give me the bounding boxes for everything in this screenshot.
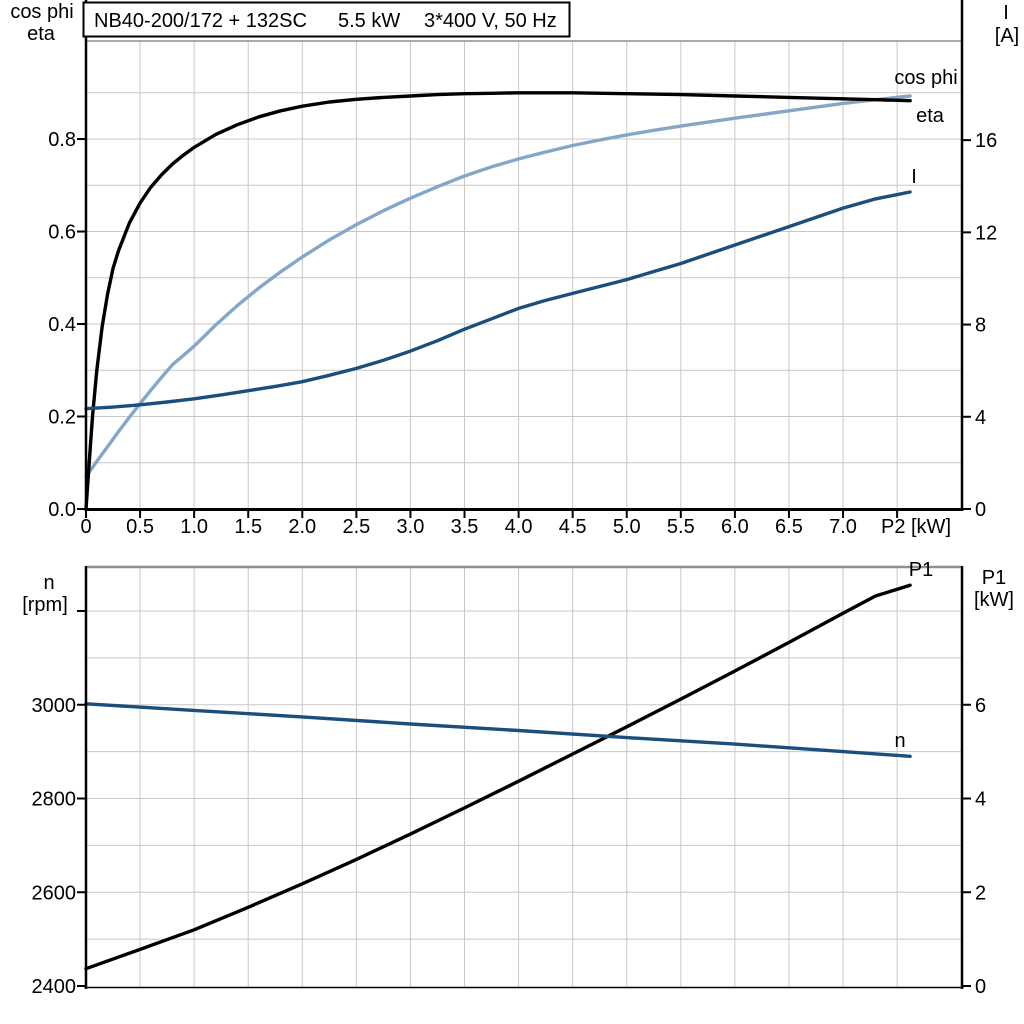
right-tick-label: 16	[975, 130, 997, 152]
right-tick-label: 8	[975, 315, 986, 337]
bottom-panel-axes	[84, 566, 964, 989]
series-curve-p1	[84, 583, 912, 971]
top-left-axis-title-line2: eta	[27, 23, 56, 45]
left-tick-label: 0.6	[48, 222, 76, 244]
left-tick-label: 0.8	[48, 129, 76, 151]
chart-title: NB40-200/172 + 132SC 5.5 kW 3*400 V, 50 …	[94, 10, 557, 32]
series-curve-n	[84, 702, 912, 758]
right-tick-label: 4	[975, 789, 986, 811]
chart-overlay: cos phi eta I [A] P2 [kW] n [rpm] P1 [kW…	[10, 1, 1019, 752]
x-tick-label: 4.0	[505, 516, 533, 538]
left-tick-label: 2400	[32, 976, 77, 998]
series-label-p1: P1	[909, 559, 933, 581]
bottom-right-axis-title-line1: P1	[982, 567, 1006, 589]
x-tick-label: 2.5	[342, 516, 370, 538]
top-left-axis-title-line1: cos phi	[10, 1, 73, 23]
bottom-panel-tick-labels: 3000 2800 2600 2400 6 4 2 0	[32, 695, 987, 998]
left-tick-label: 3000	[32, 695, 77, 717]
x-tick-label: 5.0	[613, 516, 641, 538]
right-tick-label: 2	[975, 882, 986, 904]
x-tick-label: 0.5	[126, 516, 154, 538]
x-tick-label: 6.5	[775, 516, 803, 538]
x-tick-label: 1.0	[180, 516, 208, 538]
left-tick-label: 2600	[32, 882, 77, 904]
right-tick-label: 0	[975, 976, 986, 998]
top-panel-tick-labels: 0.8 0.6 0.4 0.2 0.0 16 12 8 4 0 0 0.5 1.0 1.5 2.0 2.5 3.…	[48, 129, 997, 538]
chart-title-model: NB40-200/172 + 132SC	[94, 10, 307, 32]
series-label-cos-phi: cos phi	[894, 67, 957, 89]
right-tick-label: 4	[975, 407, 986, 429]
bottom-left-axis-title-line2: [rpm]	[22, 594, 68, 616]
bottom-panel-gridlines	[86, 566, 962, 988]
top-panel-axes	[84, 0, 964, 511]
top-panel-gridlines	[86, 41, 962, 510]
x-tick-label: 7.0	[829, 516, 857, 538]
left-tick-label: 0.2	[48, 407, 76, 429]
bottom-right-axis-title-line2: [kW]	[974, 589, 1014, 611]
left-tick-label: 0.4	[48, 314, 76, 336]
right-tick-label: 0	[975, 499, 986, 521]
series-label-current: I	[911, 166, 917, 188]
x-tick-label: 6.0	[721, 516, 749, 538]
x-tick-label: 0	[80, 516, 91, 538]
series-label-n: n	[894, 730, 905, 752]
left-tick-label: 2800	[32, 789, 77, 811]
chart-title-supply: 3*400 V, 50 Hz	[424, 10, 557, 32]
right-tick-label: 6	[975, 695, 986, 717]
top-panel-series	[84, 91, 912, 511]
series-curve-cos-phi	[84, 94, 912, 479]
x-tick-label: 5.5	[667, 516, 695, 538]
bottom-panel-series	[84, 583, 912, 971]
x-axis-unit-label: P2 [kW]	[881, 516, 951, 538]
chart-title-box: NB40-200/172 + 132SC 5.5 kW 3*400 V, 50 …	[82, 1, 571, 38]
top-right-axis-title-line1: I	[1003, 2, 1009, 24]
right-tick-label: 12	[975, 222, 997, 244]
series-curve-i	[84, 190, 912, 411]
series-label-eta: eta	[916, 105, 945, 127]
chart-title-box-border	[82, 1, 571, 38]
x-tick-label: 1.5	[234, 516, 262, 538]
x-tick-label: 3.0	[397, 516, 425, 538]
x-tick-label: 2.0	[288, 516, 316, 538]
x-tick-label: 3.5	[451, 516, 479, 538]
bottom-panel-ticks	[77, 610, 971, 987]
chart-generated-layers: 0.8 0.6 0.4 0.2 0.0 16 12 8 4 0 0 0.5 1.0 1.5 2.0 2.5 3.…	[32, 0, 997, 998]
chart-title-power: 5.5 kW	[338, 10, 400, 32]
left-tick-label: 0.0	[48, 499, 76, 521]
bottom-left-axis-title-line1: n	[43, 572, 54, 594]
series-curve-eta	[84, 91, 912, 511]
top-right-axis-title-line2: [A]	[995, 25, 1019, 47]
top-panel-ticks	[77, 138, 971, 518]
x-tick-label: 4.5	[559, 516, 587, 538]
